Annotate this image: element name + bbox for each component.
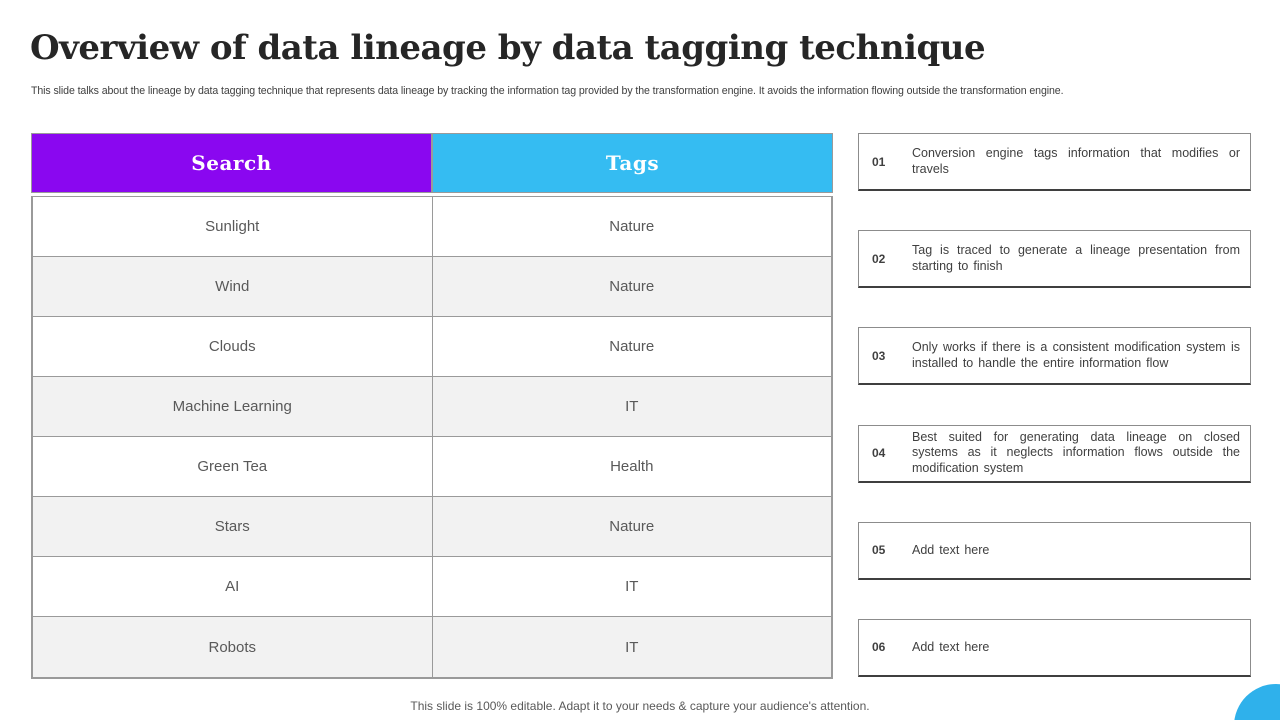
search-cell: Wind	[33, 257, 433, 316]
callout-text: Only works if there is a consistent modi…	[912, 340, 1240, 370]
corner-circle-decoration	[1234, 684, 1280, 720]
page-title: Overview of data lineage by data tagging…	[30, 28, 986, 68]
table-header-row: Search Tags	[31, 133, 833, 193]
callout-text: Best suited for generating data lineage …	[912, 429, 1240, 475]
callout-text: Conversion engine tags information that …	[912, 146, 1240, 176]
table-row: Robots IT	[33, 617, 831, 677]
column-header-search: Search	[32, 134, 433, 192]
callout-number: 05	[872, 543, 886, 558]
callout-03: 03 Only works if there is a consistent m…	[858, 327, 1251, 386]
callout-list: 01 Conversion engine tags information th…	[858, 133, 1251, 677]
table-row: Machine Learning IT	[33, 377, 831, 437]
table-row: Stars Nature	[33, 497, 831, 557]
search-cell: AI	[33, 557, 433, 616]
search-cell: Stars	[33, 497, 433, 556]
table-row: Green Tea Health	[33, 437, 831, 497]
callout-text: Tag is traced to generate a lineage pres…	[912, 243, 1240, 273]
table-row: Sunlight Nature	[33, 197, 831, 257]
callout-number: 01	[872, 154, 886, 169]
callout-01: 01 Conversion engine tags information th…	[858, 133, 1251, 191]
tag-cell: IT	[625, 638, 639, 656]
callout-04: 04 Best suited for generating data linea…	[858, 424, 1251, 483]
table-body: Sunlight Nature Wind Nature Clouds Natur…	[31, 196, 833, 679]
tag-cell: Nature	[609, 218, 655, 235]
table-row: Clouds Nature	[33, 317, 831, 377]
tag-cell: Nature	[609, 278, 655, 295]
tag-cell: IT	[625, 578, 639, 595]
search-cell: Clouds	[33, 317, 433, 376]
editable-note: This slide is 100% editable. Adapt it to…	[410, 699, 870, 713]
tag-cell: Health	[610, 458, 654, 475]
search-cell: Sunlight	[33, 197, 433, 256]
column-header-tags: Tags	[433, 134, 832, 192]
tag-cell: Nature	[609, 338, 655, 355]
callout-number: 06	[872, 640, 886, 655]
callout-placeholder-text: Add text here	[912, 542, 990, 557]
search-cell: Machine Learning	[33, 377, 433, 436]
callout-02: 02 Tag is traced to generate a lineage p…	[858, 230, 1251, 289]
callout-number: 04	[872, 446, 886, 461]
tag-cell: Nature	[609, 518, 655, 535]
callout-06-placeholder[interactable]: 06 Add text here	[858, 618, 1251, 677]
search-cell: Green Tea	[33, 437, 433, 496]
search-cell: Robots	[33, 617, 433, 677]
table-row: Wind Nature	[33, 257, 831, 317]
callout-05-placeholder[interactable]: 05 Add text here	[858, 521, 1251, 580]
search-tags-table: Search Tags Sunlight Nature Wind Nature …	[31, 133, 833, 679]
table-row: AI IT	[33, 557, 831, 617]
callout-number: 03	[872, 348, 886, 363]
callout-placeholder-text: Add text here	[912, 639, 990, 654]
callout-number: 02	[872, 251, 886, 266]
tag-cell: IT	[625, 398, 639, 415]
slide-subtitle: This slide talks about the lineage by da…	[31, 85, 1064, 97]
